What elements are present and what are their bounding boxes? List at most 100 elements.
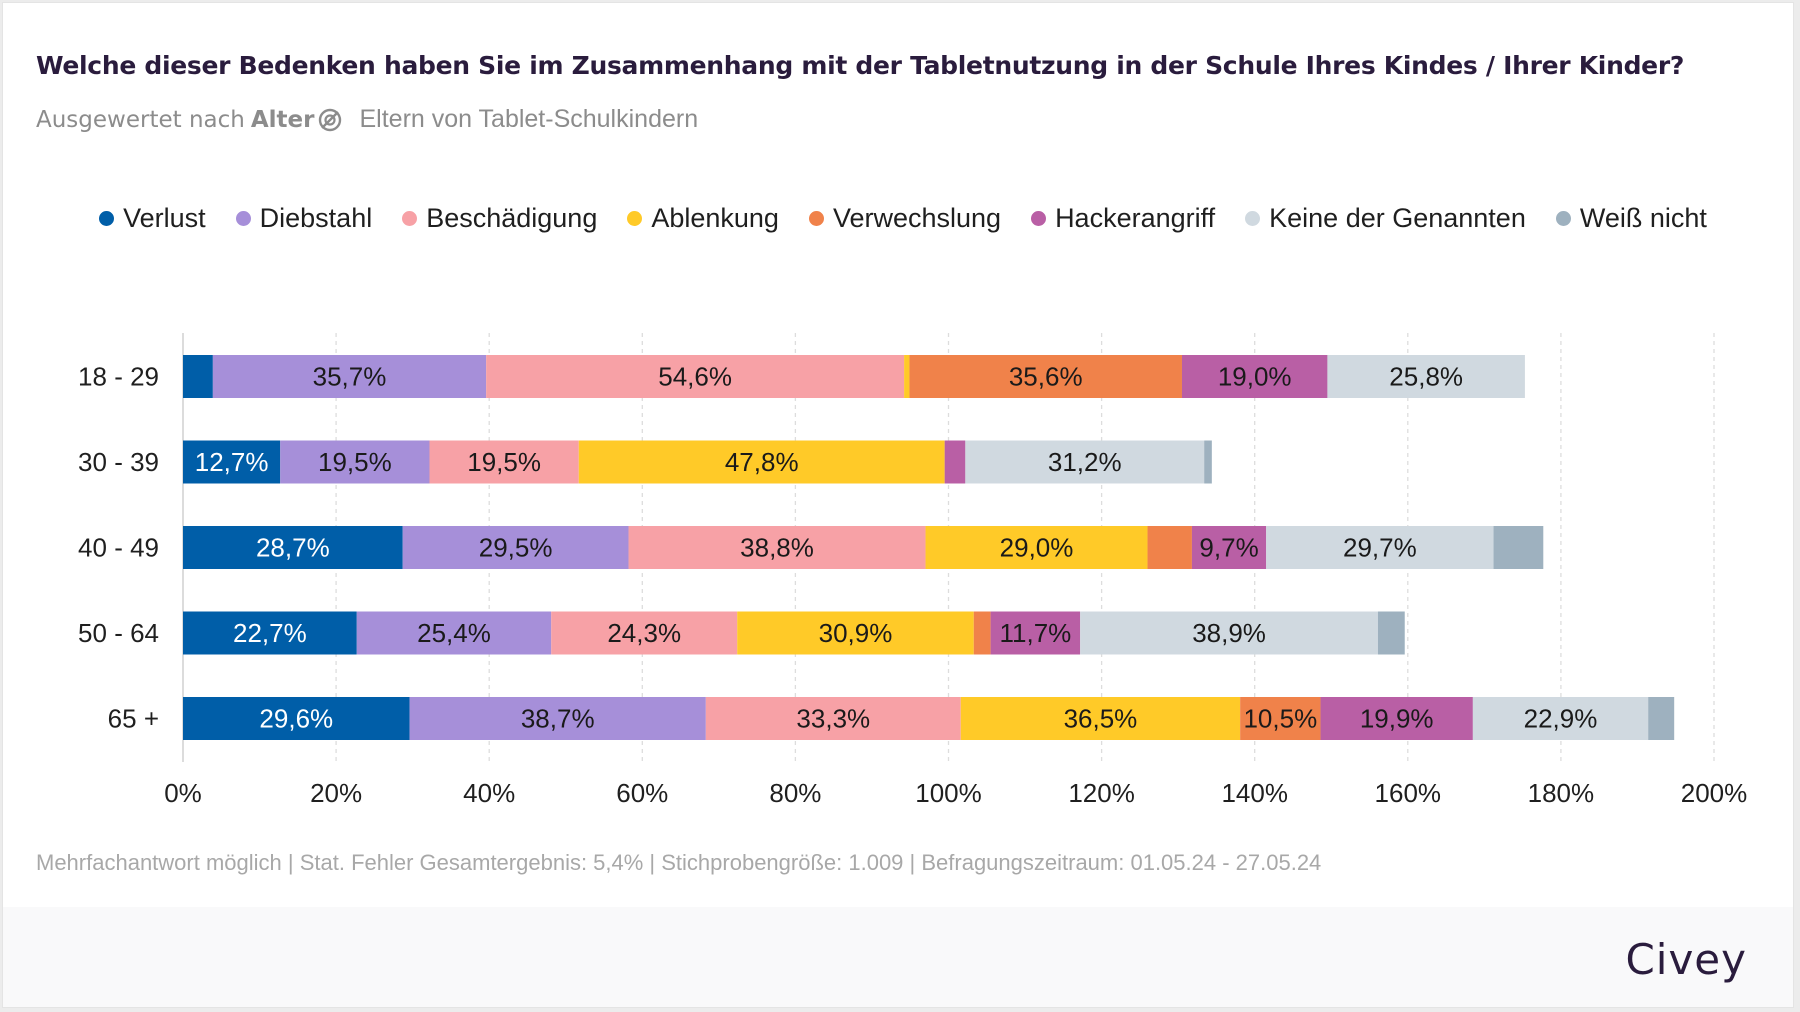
bar-segment <box>1181 355 1328 398</box>
legend-item[interactable]: Beschädigung <box>402 203 597 234</box>
x-tick-label: 200% <box>1681 778 1748 808</box>
x-tick-label: 180% <box>1528 778 1595 808</box>
subtitle-prefix: Ausgewertet nach <box>36 106 245 133</box>
data-label: 54,6% <box>658 362 732 392</box>
bar-segment <box>1493 526 1544 569</box>
legend-item[interactable]: Diebstahl <box>235 203 373 234</box>
bar-segment <box>904 355 910 398</box>
x-tick-label: 100% <box>915 778 982 808</box>
bar-segment <box>183 440 281 484</box>
chart-legend: Verlust Diebstahl Beschädigung Ablenkung Ver… <box>63 203 1743 234</box>
data-label: 29,7% <box>1343 533 1417 563</box>
bar-segment <box>551 611 738 655</box>
bar-segment <box>973 611 991 655</box>
x-tick-label: 80% <box>769 778 821 808</box>
bar-segment <box>280 440 430 484</box>
data-label: 19,0% <box>1218 362 1292 392</box>
legend-dot-icon <box>402 211 418 226</box>
data-label: 25,4% <box>417 618 491 648</box>
x-tick-label: 60% <box>616 778 668 808</box>
category-label: 50 - 64 <box>78 618 159 648</box>
bar-segment <box>1266 526 1494 569</box>
brand-bar: Civey <box>3 907 1793 1007</box>
bar-segment <box>909 355 1182 398</box>
data-label: 22,7% <box>233 618 307 648</box>
legend-dot-icon <box>627 211 643 226</box>
dimension-selector[interactable]: Alter <box>250 106 315 133</box>
legend-dot-icon <box>1245 211 1261 226</box>
data-label: 38,9% <box>1192 618 1266 648</box>
x-tick-label: 140% <box>1221 778 1288 808</box>
bar-segment <box>183 355 213 398</box>
data-label: 47,8% <box>725 447 799 477</box>
bar-segment <box>409 697 706 740</box>
data-label: 9,7% <box>1199 533 1258 563</box>
bar-segment <box>1204 440 1212 484</box>
category-label: 65 + <box>108 704 159 734</box>
data-label: 19,9% <box>1360 704 1434 734</box>
bar-segment <box>1240 697 1321 740</box>
bar-segment <box>965 440 1205 484</box>
category-label: 40 - 49 <box>78 533 159 563</box>
filter-off-icon[interactable] <box>317 107 343 133</box>
legend-label: Ablenkung <box>651 203 779 233</box>
legend-item[interactable]: Verlust <box>99 203 206 234</box>
data-label: 30,9% <box>819 618 893 648</box>
x-tick-label: 120% <box>1068 778 1135 808</box>
bar-segment <box>429 440 579 484</box>
brand-logo: Civey <box>1625 935 1747 984</box>
bar-segment <box>705 697 961 740</box>
bar-segment <box>960 697 1241 740</box>
bar-segment <box>1080 611 1378 655</box>
legend-label: Verwechslung <box>832 203 1002 233</box>
data-label: 22,9% <box>1524 704 1598 734</box>
bar-segment <box>1377 611 1405 655</box>
x-tick-label: 40% <box>463 778 515 808</box>
bar-segment <box>990 611 1081 655</box>
data-label: 11,7% <box>999 618 1071 648</box>
data-label: 29,0% <box>1000 533 1074 563</box>
data-label: 10,5% <box>1243 704 1317 734</box>
data-label: 35,7% <box>313 362 387 392</box>
legend-label: Hackerangriff <box>1055 203 1216 233</box>
chart-title: Welche dieser Bedenken haben Sie im Zusa… <box>36 51 1685 80</box>
data-label: 38,7% <box>521 704 595 734</box>
legend-label: Weiß nicht <box>1579 203 1707 233</box>
legend-item[interactable]: Weiß nicht <box>1555 203 1707 234</box>
bar-segment <box>356 611 552 655</box>
footer-note: Mehrfachantwort möglich | Stat. Fehler G… <box>36 850 1322 875</box>
legend-dot-icon <box>1555 211 1571 226</box>
subtitle-group: Eltern von Tablet-Schulkindern <box>359 105 699 133</box>
legend-label: Diebstahl <box>259 203 373 233</box>
subtitle: Ausgewertet nach Alter Eltern von Tablet… <box>36 105 698 134</box>
data-label: 35,6% <box>1009 362 1083 392</box>
bar-segment <box>1327 355 1525 398</box>
bar-segment <box>628 526 926 569</box>
legend-item[interactable]: Keine der Genannten <box>1245 203 1526 234</box>
bar-segment <box>402 526 629 569</box>
bar-segment <box>212 355 487 398</box>
x-tick-label: 0% <box>164 778 202 808</box>
x-tick-label: 20% <box>310 778 362 808</box>
bar-segment <box>486 355 905 398</box>
legend-item[interactable]: Verwechslung <box>808 203 1002 234</box>
legend-dot-icon <box>1031 211 1047 226</box>
data-label: 36,5% <box>1064 704 1138 734</box>
legend-label: Keine der Genannten <box>1269 203 1526 233</box>
bar-segment <box>1648 697 1675 740</box>
bar-segment <box>1472 697 1649 740</box>
bar-segment <box>183 526 403 569</box>
legend-item[interactable]: Hackerangriff <box>1031 203 1215 234</box>
data-label: 38,8% <box>740 533 814 563</box>
data-label: 31,2% <box>1048 447 1122 477</box>
bar-segment <box>1147 526 1192 569</box>
legend-dot-icon <box>808 211 824 226</box>
bar-segment <box>578 440 945 484</box>
bar-segment <box>1320 697 1473 740</box>
data-label: 12,7% <box>195 447 269 477</box>
data-label: 33,3% <box>796 704 870 734</box>
bar-segment <box>1191 526 1267 569</box>
legend-item[interactable]: Ablenkung <box>627 203 779 234</box>
bar-segment <box>737 611 974 655</box>
data-label: 24,3% <box>607 618 681 648</box>
